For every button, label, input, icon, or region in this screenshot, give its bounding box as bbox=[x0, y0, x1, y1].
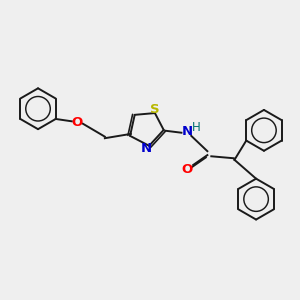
Text: N: N bbox=[182, 125, 193, 138]
Text: N: N bbox=[141, 142, 152, 155]
Text: O: O bbox=[182, 163, 193, 176]
Text: S: S bbox=[150, 103, 160, 116]
Text: H: H bbox=[192, 121, 200, 134]
Text: O: O bbox=[72, 116, 83, 129]
